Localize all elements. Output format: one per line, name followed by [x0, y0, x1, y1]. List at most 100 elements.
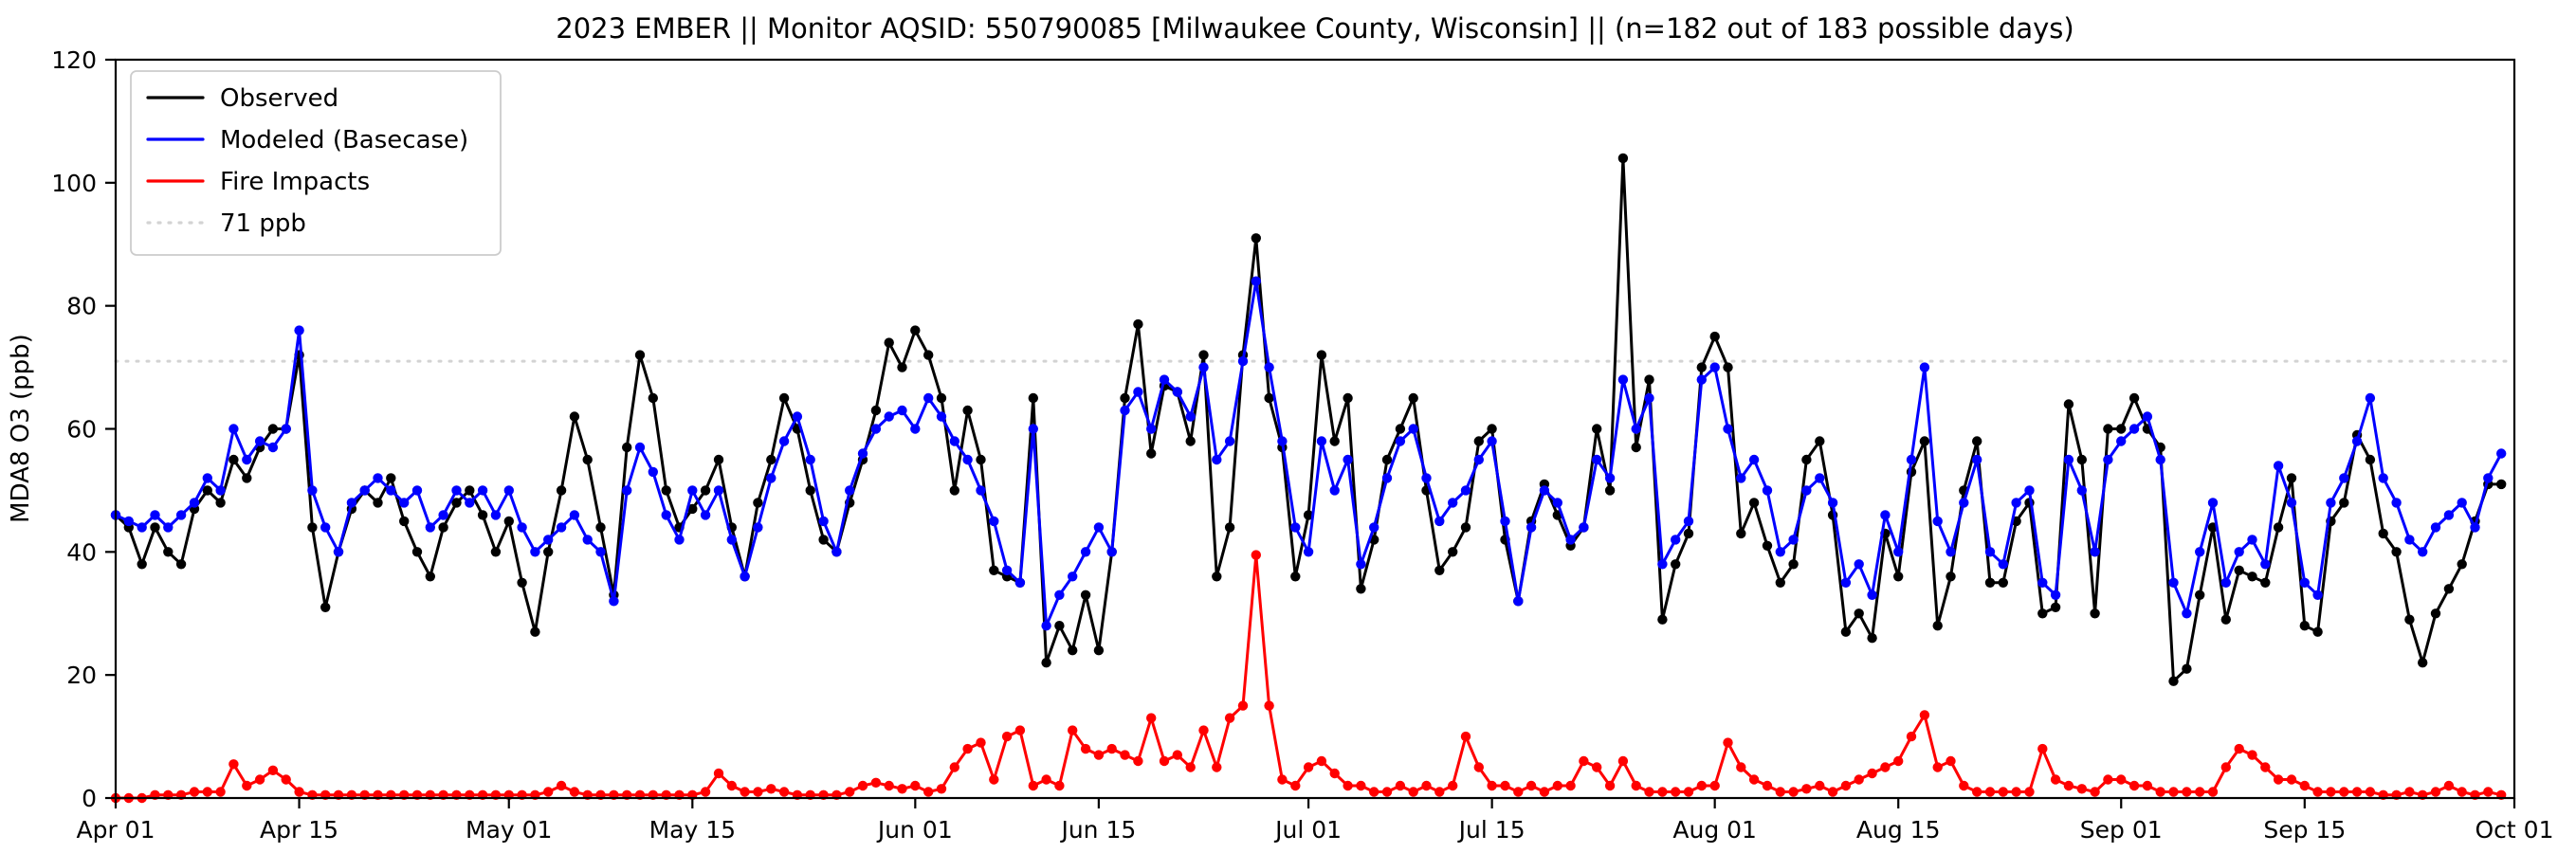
observed-marker — [2063, 399, 2074, 409]
fire-impacts-marker — [556, 780, 567, 791]
fire-impacts-marker — [1552, 780, 1563, 791]
fire-impacts-marker — [2155, 787, 2165, 797]
observed-marker — [2090, 608, 2100, 619]
modeled-basecase-marker — [805, 454, 815, 465]
observed-marker — [976, 454, 986, 465]
modeled-basecase-marker — [2234, 547, 2244, 557]
modeled-basecase-marker — [2430, 522, 2441, 533]
observed-marker — [936, 392, 947, 404]
modeled-basecase-marker — [1343, 454, 1353, 465]
fire-impacts-marker — [1788, 787, 1799, 797]
fire-impacts-marker — [543, 787, 554, 797]
modeled-basecase-marker — [2128, 424, 2140, 434]
fire-impacts-marker — [1723, 737, 1733, 748]
fire-impacts-marker — [1028, 780, 1039, 791]
modeled-basecase-marker — [1617, 374, 1629, 385]
fire-impacts-marker — [1644, 787, 1654, 797]
modeled-basecase-marker — [1237, 355, 1249, 367]
fire-impacts-marker — [713, 768, 724, 779]
observed-marker — [949, 485, 959, 496]
modeled-basecase-marker — [530, 547, 540, 557]
modeled-basecase-marker — [1500, 516, 1510, 527]
fire-impacts-marker — [1212, 762, 1222, 772]
legend-item-label: Observed — [220, 84, 338, 113]
modeled-basecase-marker — [2443, 510, 2455, 520]
modeled-basecase-marker — [1264, 362, 1274, 372]
fire-impacts-marker — [202, 787, 212, 797]
modeled-basecase-marker — [267, 442, 279, 453]
modeled-basecase-marker — [438, 510, 448, 520]
observed-marker — [2286, 473, 2297, 483]
fire-impacts-marker — [189, 787, 200, 797]
fire-impacts-marker — [2483, 787, 2494, 797]
fire-impacts-marker — [1840, 780, 1852, 791]
modeled-basecase-marker — [1644, 392, 1654, 404]
fire-impacts-marker — [281, 774, 291, 785]
observed-marker — [373, 498, 383, 508]
modeled-basecase-marker — [1369, 522, 1379, 533]
observed-marker — [778, 392, 790, 404]
fire-impacts-marker — [2247, 750, 2257, 760]
fire-impacts-marker — [1080, 743, 1091, 754]
observed-marker — [1644, 374, 1654, 385]
modeled-basecase-marker — [1198, 362, 1209, 372]
modeled-basecase-marker — [1473, 454, 1485, 465]
fire-impacts-marker — [884, 780, 894, 791]
modeled-basecase-marker — [2207, 498, 2219, 508]
modeled-basecase-marker — [2063, 454, 2074, 465]
modeled-basecase-marker — [2391, 498, 2402, 508]
modeled-basecase-marker — [1775, 547, 1786, 557]
fire-impacts-marker — [1617, 755, 1629, 767]
fire-impacts-marker — [1316, 755, 1327, 767]
y-tick-label: 60 — [66, 416, 97, 444]
modeled-basecase-marker — [2090, 547, 2100, 557]
observed-marker — [2234, 565, 2244, 575]
modeled-basecase-marker — [1854, 559, 1864, 570]
modeled-basecase-marker — [1880, 510, 1891, 520]
modeled-basecase-marker — [2378, 473, 2388, 483]
observed-marker — [1054, 621, 1065, 631]
observed-marker — [634, 350, 646, 360]
fire-impacts-marker — [1133, 755, 1143, 767]
modeled-basecase-marker — [1303, 547, 1314, 557]
modeled-basecase-marker — [2326, 498, 2336, 508]
observed-marker — [2391, 547, 2402, 557]
modeled-basecase-marker — [648, 466, 658, 478]
fire-impacts-marker — [910, 780, 921, 791]
modeled-basecase-marker — [150, 510, 160, 520]
observed-marker — [2378, 528, 2388, 539]
modeled-basecase-marker — [281, 424, 291, 434]
fire-impacts-marker — [2103, 774, 2113, 785]
fire-impacts-marker — [1775, 787, 1786, 797]
fire-impacts-marker — [1369, 787, 1379, 797]
fire-impacts-marker — [228, 759, 239, 770]
modeled-basecase-marker — [2195, 547, 2205, 557]
fire-impacts-marker — [897, 784, 907, 794]
fire-impacts-marker — [1408, 787, 1418, 797]
modeled-basecase-marker — [1448, 498, 1458, 508]
modeled-basecase-marker — [477, 485, 488, 496]
fire-impacts-marker — [1815, 780, 1825, 791]
observed-marker — [1972, 436, 1982, 446]
modeled-basecase-marker — [1984, 547, 1996, 557]
x-tick-label: Sep 01 — [2080, 816, 2163, 844]
observed-marker — [910, 325, 921, 336]
plot-area: 0 20 40 60 80 100 120 Apr 01 Apr 15 May 01 May 15 J… — [51, 46, 2553, 844]
fire-impacts-marker — [857, 780, 868, 791]
modeled-basecase-marker — [465, 498, 475, 508]
modeled-basecase-marker — [2339, 473, 2349, 483]
modeled-basecase-marker — [1932, 516, 1943, 527]
observed-marker — [2299, 621, 2310, 631]
fire-impacts-marker — [1460, 731, 1471, 742]
x-tick-label: Jun 01 — [876, 816, 953, 844]
modeled-basecase-marker — [1212, 454, 1222, 465]
observed-marker — [1854, 608, 1864, 619]
modeled-basecase-marker — [1080, 547, 1091, 557]
fire-impacts-marker — [1473, 762, 1485, 772]
modeled-basecase-marker — [2024, 485, 2035, 496]
fire-impacts-marker — [2142, 780, 2153, 791]
x-tick-label: Apr 15 — [260, 816, 338, 844]
observed-marker — [818, 535, 829, 545]
modeled-basecase-marker — [949, 436, 959, 446]
